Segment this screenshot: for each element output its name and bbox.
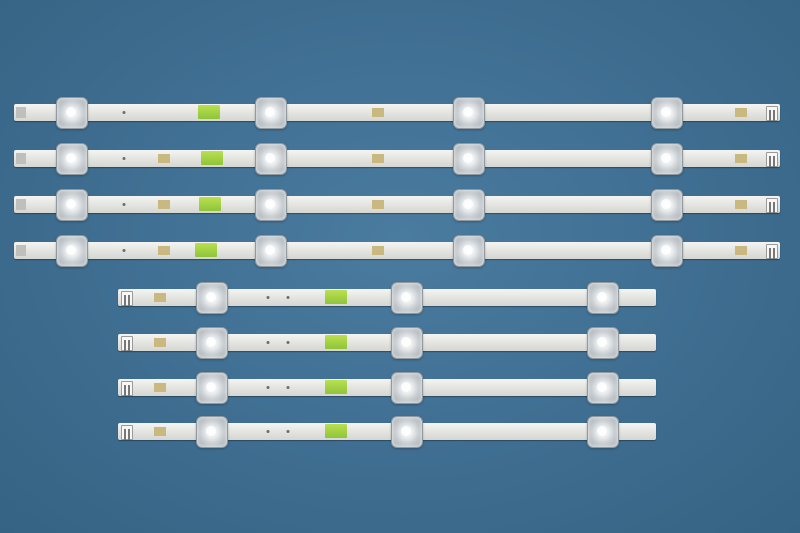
led-strip-4 (14, 235, 780, 267)
led-lens (651, 235, 683, 267)
connector-pins (769, 202, 775, 213)
green-label (199, 197, 221, 211)
led-lens (587, 372, 619, 404)
led-strip-3 (14, 189, 780, 221)
strip-end-tab (16, 153, 26, 164)
led-strip-6 (118, 327, 656, 359)
led-lens (391, 416, 423, 448)
strip-end-tab (16, 199, 26, 210)
solder-pad (735, 246, 747, 255)
led-lens (453, 235, 485, 267)
led-lens (196, 282, 228, 314)
mount-hole (286, 430, 290, 433)
strip-connector (121, 291, 133, 306)
led-lens (651, 143, 683, 175)
led-lens (391, 327, 423, 359)
strip-connector (766, 198, 778, 213)
led-lens (453, 143, 485, 175)
mount-hole (122, 203, 126, 206)
led-lens (255, 235, 287, 267)
connector-pins (124, 429, 130, 440)
led-lens (587, 416, 619, 448)
solder-pad (154, 293, 166, 302)
solder-pad (158, 246, 170, 255)
solder-pad (372, 108, 384, 117)
strip-connector (121, 336, 133, 351)
led-lens (587, 282, 619, 314)
green-label (325, 290, 347, 304)
mount-hole (266, 386, 270, 389)
led-strip-8 (118, 416, 656, 448)
led-strip-1 (14, 97, 780, 129)
green-label (198, 105, 220, 119)
mount-hole (286, 296, 290, 299)
connector-pins (124, 295, 130, 306)
led-lens (587, 327, 619, 359)
led-lens (255, 143, 287, 175)
led-lens (651, 97, 683, 129)
led-lens (196, 372, 228, 404)
led-strip-2 (14, 143, 780, 175)
led-lens (56, 97, 88, 129)
green-label (325, 424, 347, 438)
led-lens (255, 97, 287, 129)
connector-pins (769, 248, 775, 259)
connector-pins (769, 110, 775, 121)
led-lens (255, 189, 287, 221)
solder-pad (154, 383, 166, 392)
strip-end-tab (16, 107, 26, 118)
mount-hole (122, 249, 126, 252)
solder-pad (372, 154, 384, 163)
green-label (325, 380, 347, 394)
solder-pad (735, 154, 747, 163)
led-lens (453, 189, 485, 221)
led-lens (56, 143, 88, 175)
solder-pad (372, 246, 384, 255)
connector-pins (124, 340, 130, 351)
led-lens (453, 97, 485, 129)
led-strip-5 (118, 282, 656, 314)
led-lens (651, 189, 683, 221)
mount-hole (122, 111, 126, 114)
mount-hole (266, 296, 270, 299)
solder-pad (154, 338, 166, 347)
led-lens (56, 235, 88, 267)
strip-connector (766, 152, 778, 167)
mount-hole (122, 157, 126, 160)
connector-pins (769, 156, 775, 167)
green-label (195, 243, 217, 257)
strip-end-tab (16, 245, 26, 256)
strip-connector (121, 425, 133, 440)
led-lens (391, 372, 423, 404)
green-label (201, 151, 223, 165)
connector-pins (124, 385, 130, 396)
mount-hole (286, 386, 290, 389)
led-lens (196, 327, 228, 359)
mount-hole (266, 430, 270, 433)
mount-hole (266, 341, 270, 344)
strip-connector (766, 106, 778, 121)
solder-pad (735, 108, 747, 117)
solder-pad (372, 200, 384, 209)
solder-pad (735, 200, 747, 209)
strip-connector (121, 381, 133, 396)
solder-pad (158, 154, 170, 163)
led-lens (56, 189, 88, 221)
strip-connector (766, 244, 778, 259)
led-strip-7 (118, 372, 656, 404)
led-lens (196, 416, 228, 448)
mount-hole (286, 341, 290, 344)
solder-pad (154, 427, 166, 436)
solder-pad (158, 200, 170, 209)
green-label (325, 335, 347, 349)
led-lens (391, 282, 423, 314)
